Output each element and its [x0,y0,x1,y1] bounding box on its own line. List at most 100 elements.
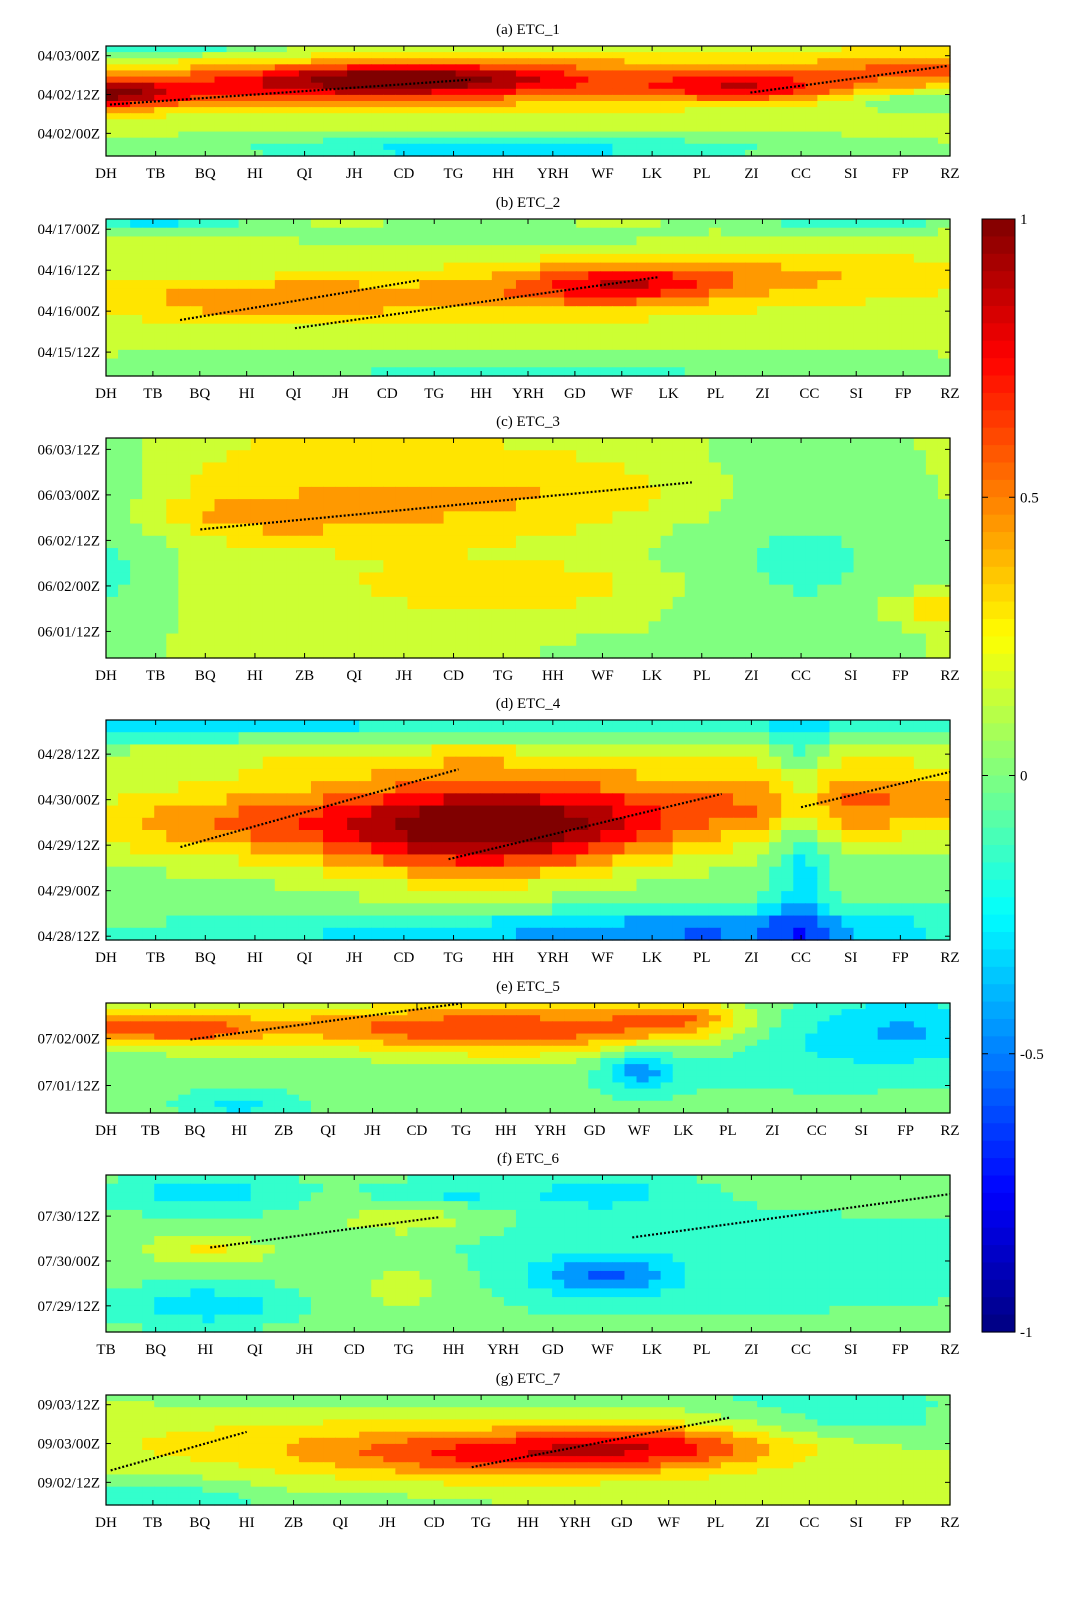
contour-cell [226,227,240,238]
contour-cell [310,236,324,246]
contour-cell [817,219,831,229]
contour-cell [564,548,577,561]
contour-cell [696,137,710,145]
contour-cell [781,332,794,342]
contour-cell [383,621,396,635]
contour-cell [142,125,155,133]
contour-cell [853,76,867,84]
contour-cell [684,645,698,659]
contour-cell [636,280,650,290]
contour-cell [407,280,421,290]
contour-cell [383,52,396,59]
contour-cell [250,297,264,307]
contour-cell [214,314,228,325]
contour-cell [214,94,228,102]
contour-cell [757,842,770,856]
contour-cell [323,288,336,299]
contour-cell [419,332,433,342]
contour-cell [769,280,782,290]
contour-cell [853,768,867,782]
contour-cell [347,52,360,59]
contour-cell [154,768,167,782]
contour-cell [865,341,879,351]
contour-cell [407,101,421,108]
contour-cell [805,253,818,264]
contour-cell [925,756,939,770]
contour-cell [540,262,553,272]
contour-cell [624,314,638,325]
contour-cell [443,58,457,65]
contour-cell [913,450,927,464]
contour-cell [877,306,891,316]
contour-cell [238,621,252,635]
contour-cell [937,781,951,794]
contour-cell [479,854,493,868]
contour-cell [853,349,867,360]
contour-cell [684,450,698,464]
contour-cell [298,866,312,880]
contour-cell [708,253,722,264]
contour-cell [576,438,589,451]
contour-cell [250,262,264,272]
contour-cell [118,297,131,307]
contour-cell [745,306,758,316]
contour-cell [889,596,903,610]
contour-cell [419,323,433,333]
contour-cell [552,474,565,488]
contour-cell [286,131,300,139]
contour-cell [202,891,216,904]
contour-cell [696,119,710,127]
contour-cell [576,732,589,746]
contour-cell [166,756,179,770]
contour-cell [732,314,746,325]
contour-cell [154,462,167,476]
contour-cell [190,744,204,758]
contour-cell [600,82,613,90]
contour-cell [130,572,143,586]
contour-cell [395,219,409,229]
contour-cell [166,131,179,139]
contour-cell [419,58,433,65]
contour-cell [817,341,831,351]
contour-cell [178,119,191,127]
contour-cell [937,609,951,622]
contour-cell [455,107,469,114]
contour-cell [624,332,638,342]
contour-cell [528,332,541,342]
contour-cell [395,438,409,451]
contour-cell [166,349,179,360]
contour-cell [383,584,396,598]
contour-cell [274,878,288,892]
contour-cell [178,805,191,819]
contour-cell [130,107,143,114]
contour-cell [925,744,939,758]
contour-cell [178,474,191,488]
contour-cell [913,297,927,307]
contour-cell [732,131,746,139]
contour-cell [250,125,264,133]
contour-cell [624,584,638,598]
contour-cell [226,744,240,758]
contour-cell [925,137,939,145]
contour-cell [214,271,228,281]
contour-cell [419,584,433,598]
contour-cell [214,744,228,758]
contour-cell [443,474,457,488]
contour-cell [178,450,191,464]
contour-cell [347,332,360,342]
contour-cell [419,438,433,451]
contour-cell [106,332,119,342]
contour-cell [142,817,155,831]
contour-cell [793,107,806,114]
contour-cell [865,88,879,96]
contour-cell [383,499,396,512]
contour-cell [130,462,143,476]
contour-cell [431,842,445,856]
contour-cell [528,64,541,72]
contour-cell [600,596,613,610]
contour-cell [528,462,541,476]
contour-cell [298,341,312,351]
contour-cell [937,271,951,281]
contour-cell [359,768,372,782]
contour-cell [757,219,770,229]
